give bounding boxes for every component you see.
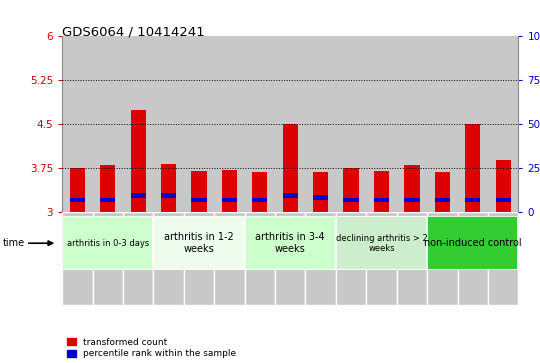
Bar — [282, 124, 298, 212]
Text: GSM1498289: GSM1498289 — [75, 217, 80, 264]
Bar — [100, 198, 116, 203]
Text: GSM1498302: GSM1498302 — [470, 217, 476, 264]
Bar — [427, 216, 518, 270]
Text: GSM1498300: GSM1498300 — [409, 217, 415, 264]
Bar — [92, 36, 123, 212]
Bar — [343, 168, 359, 212]
Bar — [191, 198, 207, 203]
Bar — [222, 198, 237, 203]
Text: arthritis in 3-4
weeks: arthritis in 3-4 weeks — [255, 232, 325, 254]
Text: non-induced control: non-induced control — [424, 238, 522, 248]
Bar — [496, 198, 511, 203]
Bar — [366, 212, 397, 305]
Bar — [184, 36, 214, 212]
Bar — [374, 198, 389, 203]
Text: GSM1498298: GSM1498298 — [348, 217, 354, 264]
Text: GSM1498292: GSM1498292 — [166, 217, 172, 264]
Text: GSM1498291: GSM1498291 — [135, 217, 141, 264]
Bar — [92, 212, 123, 305]
Bar — [496, 160, 511, 212]
Bar — [214, 212, 245, 305]
Text: declining arthritis > 2
weeks: declining arthritis > 2 weeks — [336, 233, 427, 253]
Bar — [62, 216, 153, 270]
Bar — [70, 168, 85, 212]
Bar — [488, 36, 518, 212]
Bar — [131, 110, 146, 212]
Text: GSM1498301: GSM1498301 — [440, 217, 445, 264]
Text: GSM1498290: GSM1498290 — [105, 217, 111, 264]
Bar — [306, 212, 336, 305]
Bar — [313, 195, 328, 200]
Bar — [100, 166, 116, 212]
Bar — [62, 212, 92, 305]
Text: arthritis in 1-2
weeks: arthritis in 1-2 weeks — [164, 232, 234, 254]
Text: GSM1498297: GSM1498297 — [318, 217, 323, 264]
Bar — [252, 172, 267, 212]
Text: GSM1498293: GSM1498293 — [196, 217, 202, 264]
Bar — [153, 216, 245, 270]
Bar — [457, 36, 488, 212]
Bar — [397, 212, 427, 305]
Legend: transformed count, percentile rank within the sample: transformed count, percentile rank withi… — [66, 338, 236, 359]
Bar — [282, 193, 298, 198]
Bar — [465, 198, 481, 203]
Bar — [161, 193, 176, 198]
Bar — [404, 166, 420, 212]
Bar — [245, 212, 275, 305]
Bar — [374, 171, 389, 212]
Text: arthritis in 0-3 days: arthritis in 0-3 days — [66, 239, 149, 248]
Bar — [245, 216, 336, 270]
Bar — [161, 164, 176, 212]
Bar — [404, 198, 420, 203]
Bar — [153, 36, 184, 212]
Bar — [222, 170, 237, 212]
Text: GSM1498299: GSM1498299 — [379, 217, 384, 264]
Bar — [62, 36, 92, 212]
Text: GDS6064 / 10414241: GDS6064 / 10414241 — [62, 25, 205, 38]
Bar — [70, 198, 85, 203]
Bar — [191, 171, 207, 212]
Bar — [336, 212, 366, 305]
Bar — [397, 36, 427, 212]
Bar — [427, 212, 457, 305]
Bar — [123, 36, 153, 212]
Bar — [275, 36, 306, 212]
Bar — [153, 212, 184, 305]
Bar — [457, 212, 488, 305]
Bar — [123, 212, 153, 305]
Text: GSM1498303: GSM1498303 — [500, 217, 506, 264]
Bar — [184, 212, 214, 305]
Bar — [435, 198, 450, 203]
Bar — [343, 198, 359, 203]
Bar — [131, 193, 146, 198]
Bar — [427, 36, 457, 212]
Bar — [488, 212, 518, 305]
Text: GSM1498294: GSM1498294 — [226, 217, 232, 264]
Text: GSM1498295: GSM1498295 — [257, 217, 263, 264]
Bar — [435, 172, 450, 212]
Bar — [336, 216, 427, 270]
Bar — [275, 212, 306, 305]
Text: GSM1498296: GSM1498296 — [287, 217, 293, 264]
Bar — [366, 36, 397, 212]
Bar — [465, 124, 481, 212]
Bar — [252, 198, 267, 203]
Bar — [245, 36, 275, 212]
Bar — [336, 36, 366, 212]
Bar — [313, 172, 328, 212]
Text: time: time — [3, 238, 25, 248]
Bar — [214, 36, 245, 212]
Bar — [306, 36, 336, 212]
